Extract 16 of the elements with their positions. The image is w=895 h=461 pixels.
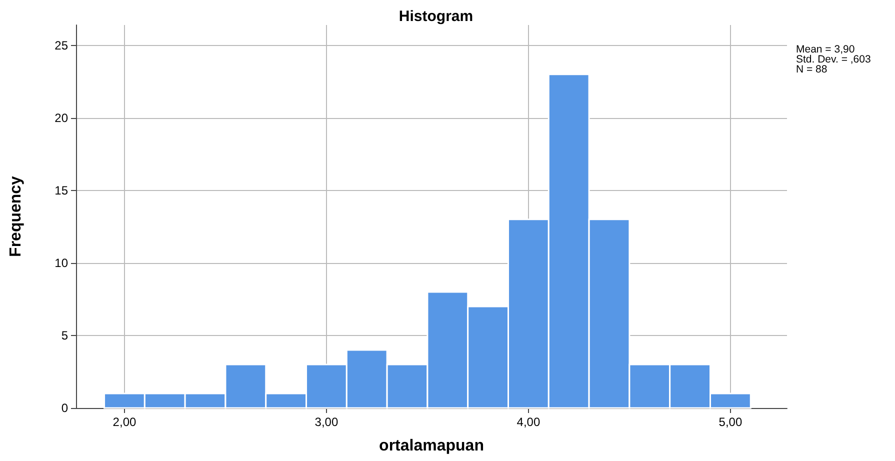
y-tick-label: 5 — [61, 328, 68, 342]
text: Std. Dev. = ,603 — [796, 54, 871, 66]
y-tick-label: 20 — [54, 110, 68, 125]
y-tick-label: 0 — [61, 401, 68, 415]
y-tick-label: 25 — [54, 38, 68, 52]
y-axis-title: Frequency — [8, 176, 24, 257]
text: N = 88 — [796, 64, 828, 76]
x-tick-label: 4,00 — [516, 415, 540, 429]
x-tick-label: 3,00 — [314, 415, 338, 429]
y-tick-label: 15 — [54, 183, 68, 198]
text: Mean = 3,90 — [796, 44, 855, 56]
y-tick-label: 10 — [54, 256, 68, 270]
x-tick-label: 5,00 — [718, 415, 742, 429]
x-tick-label: 2,00 — [112, 415, 136, 429]
x-axis-title: ortalamapuan — [379, 438, 484, 454]
chart-title: Histogram — [398, 8, 474, 25]
